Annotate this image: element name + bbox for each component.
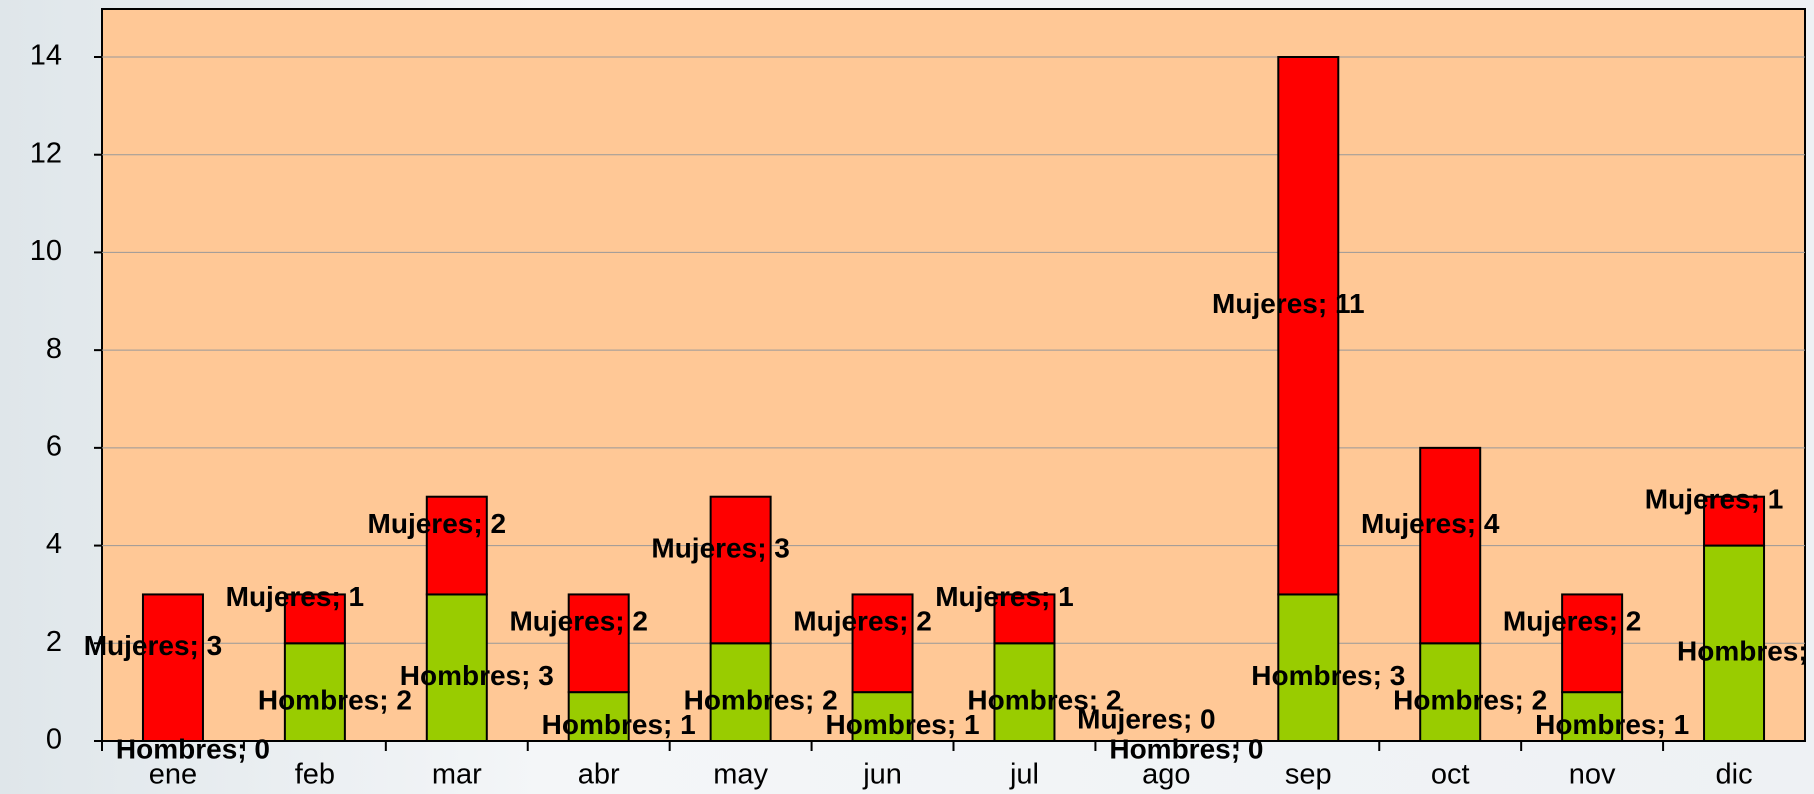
data-label: Mujeres; 11 <box>1212 288 1365 319</box>
bar-segment <box>993 593 1056 645</box>
bar-segment <box>1277 593 1340 743</box>
x-tick-label: sep <box>1285 759 1332 791</box>
data-label: Mujeres; 2 <box>509 606 648 637</box>
x-tick-label: nov <box>1569 759 1616 791</box>
plot-area <box>101 8 1806 742</box>
data-label: Hombres; 3 <box>400 660 554 691</box>
bar-segment <box>283 593 346 645</box>
data-label: Mujeres; 3 <box>651 532 790 563</box>
x-tick-label: oct <box>1431 759 1470 791</box>
data-label: Mujeres; 0 <box>1077 703 1216 734</box>
bar-segment <box>567 593 630 694</box>
bar-segment <box>709 495 772 645</box>
x-tick-label: mar <box>432 759 482 791</box>
data-label: Hombres; 2 <box>258 685 412 716</box>
data-label: Mujeres; 1 <box>935 581 1074 612</box>
data-label: Mujeres; 2 <box>1503 606 1642 637</box>
data-label: Hombres; 0 <box>1109 733 1263 764</box>
bar-segment <box>709 642 772 742</box>
y-tick-label: 12 <box>30 137 62 169</box>
x-tick-label: dic <box>1716 759 1753 791</box>
data-label: Mujeres; 2 <box>368 508 507 539</box>
x-tick-label: abr <box>578 759 620 791</box>
data-label: Mujeres; 3 <box>84 630 223 661</box>
x-tick-label: ago <box>1142 759 1190 791</box>
x-tick-label: ene <box>149 759 197 791</box>
bar-segment <box>425 495 488 596</box>
y-tick-label: 0 <box>46 724 62 756</box>
data-label: Hombres; 2 <box>967 685 1121 716</box>
data-label: Mujeres; 4 <box>1361 508 1500 539</box>
bar-segment <box>1561 691 1624 743</box>
bar-segment <box>567 691 630 743</box>
y-tick-label: 4 <box>46 528 62 560</box>
data-label: Mujeres; 1 <box>1645 484 1784 515</box>
bar-segment <box>141 593 204 743</box>
data-label: Hombres; 4 <box>1677 636 1814 667</box>
data-label: Hombres; 3 <box>1251 660 1405 691</box>
x-tick-label: feb <box>295 759 335 791</box>
data-label: Hombres; 1 <box>826 709 980 740</box>
bar-segment <box>993 642 1056 742</box>
y-tick-label: 8 <box>46 333 62 365</box>
bar-segment <box>1419 446 1482 645</box>
data-label: Hombres; 1 <box>542 709 696 740</box>
x-tick-label: jul <box>1009 759 1039 791</box>
data-label: Hombres; 2 <box>684 685 838 716</box>
bar-segment <box>851 593 914 694</box>
y-tick-label: 2 <box>46 626 62 658</box>
bar-segment <box>1277 56 1340 596</box>
data-label: Mujeres; 1 <box>226 581 365 612</box>
data-label: Hombres; 1 <box>1535 709 1689 740</box>
data-label: Mujeres; 2 <box>793 606 932 637</box>
y-tick-label: 14 <box>30 40 62 72</box>
bar-segment <box>1561 593 1624 694</box>
x-tick-label: may <box>713 759 768 791</box>
bar-segment <box>1703 544 1766 742</box>
y-tick-label: 6 <box>46 431 62 463</box>
bar-segment <box>283 642 346 742</box>
y-tick-label: 10 <box>30 235 62 267</box>
data-label: Hombres; 2 <box>1393 685 1547 716</box>
x-tick-label: jun <box>862 759 902 791</box>
data-label: Hombres; 0 <box>116 733 270 764</box>
bar-segment <box>851 691 914 743</box>
bar-segment <box>1703 495 1766 547</box>
